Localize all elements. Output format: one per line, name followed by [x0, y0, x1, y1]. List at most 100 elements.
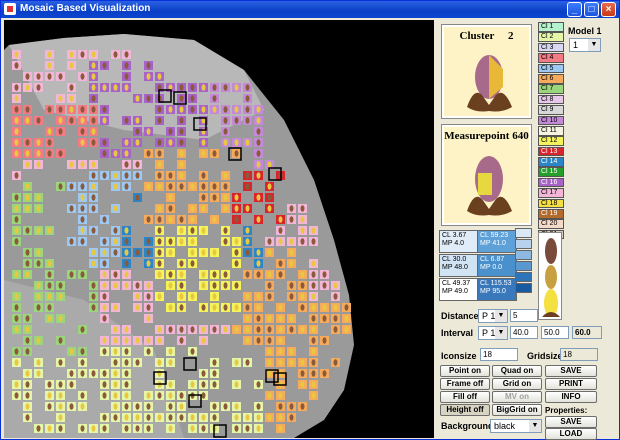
distance-input[interactable]: 5 [510, 309, 538, 322]
cluster-legend-item[interactable]: Cl 2 [538, 32, 564, 42]
cluster-legend-item[interactable]: Cl 15 [538, 167, 564, 178]
cluster-legend-item[interactable]: Cl 6 [538, 73, 564, 84]
highlight-frame[interactable] [213, 424, 227, 438]
corn-glyph [14, 150, 19, 157]
cluster-legend-item[interactable]: Cl 12 [538, 136, 564, 146]
minimize-button[interactable]: _ [567, 2, 582, 17]
cluster-legend-item[interactable]: Cl 4 [538, 53, 564, 63]
maximize-button[interactable]: □ [584, 2, 599, 17]
corn-glyph [256, 128, 261, 135]
stat-cl-value: CL 59.23 [480, 232, 509, 239]
biggrid-toggle-button[interactable]: BigGrid on [492, 404, 542, 416]
corn-glyph [344, 315, 349, 322]
corn-glyph [179, 183, 184, 190]
corn-glyph [25, 227, 30, 234]
interval-from-input[interactable]: 40.0 [510, 326, 538, 339]
cluster-legend-item[interactable]: Cl 3 [538, 42, 564, 53]
color-scale-swatch [515, 250, 532, 260]
print-button[interactable]: PRINT [545, 378, 597, 390]
model-select[interactable]: 1 ▼ [569, 38, 601, 52]
corn-glyph [69, 205, 74, 212]
frame-toggle-button[interactable]: Frame off [440, 378, 490, 390]
corn-glyph [157, 117, 162, 124]
mosaic-map[interactable] [4, 20, 434, 438]
cluster-legend-item[interactable]: Cl 13 [538, 146, 564, 157]
mv-toggle-button[interactable]: MV on [492, 391, 542, 403]
interval-to-input[interactable]: 50.0 [541, 326, 569, 339]
fill-toggle-button[interactable]: Fill off [440, 391, 490, 403]
corn-glyph [14, 227, 19, 234]
cluster-legend-item[interactable]: Cl 17 [538, 188, 564, 198]
cluster-legend-item[interactable]: Cl 5 [538, 63, 564, 74]
info-button[interactable]: INFO [545, 391, 597, 403]
cluster-legend-item[interactable]: Cl 16 [538, 177, 564, 188]
cluster-legend-item[interactable]: Cl 10 [538, 115, 564, 126]
highlight-frame[interactable] [193, 117, 207, 131]
corn-glyph [124, 359, 129, 366]
cluster-legend-item[interactable]: Cl 20 [538, 219, 564, 230]
corn-glyph [256, 337, 261, 344]
corn-glyph [311, 282, 316, 289]
corn-glyph [58, 315, 63, 322]
corn-glyph [278, 260, 283, 267]
highlight-frame[interactable] [268, 167, 282, 181]
corn-glyph [179, 128, 184, 135]
quad-toggle-button[interactable]: Quad on [492, 365, 542, 377]
corn-glyph [25, 106, 30, 113]
cluster-legend-item[interactable]: Cl 7 [538, 84, 564, 94]
highlight-frame[interactable] [183, 357, 197, 371]
distance-select[interactable]: P 1 ▼ [478, 309, 508, 323]
interval-select[interactable]: P 1 ▼ [478, 326, 508, 340]
cluster-legend-item[interactable]: Cl 9 [538, 105, 564, 115]
corn-glyph [113, 348, 118, 355]
grid-toggle-button[interactable]: Grid on [492, 378, 542, 390]
cluster-legend-item[interactable]: Cl 1 [538, 22, 564, 32]
height-toggle-button[interactable]: Height off [440, 404, 490, 416]
cluster-legend-item[interactable]: Cl 14 [538, 157, 564, 167]
close-button[interactable]: × [601, 2, 616, 17]
corn-glyph [168, 183, 173, 190]
properties-load-button[interactable]: LOAD [545, 428, 597, 440]
corn-glyph [135, 359, 140, 366]
save-button[interactable]: SAVE [545, 365, 597, 377]
corn-glyph [245, 205, 250, 212]
corn-glyph [278, 216, 283, 223]
highlight-frame[interactable] [153, 371, 167, 385]
corn-glyph [124, 73, 129, 80]
corn-glyph [102, 337, 107, 344]
corn-glyph [47, 128, 52, 135]
mosaic-canvas[interactable] [4, 20, 434, 438]
highlight-frame[interactable] [273, 372, 287, 386]
corn-glyph [333, 359, 338, 366]
corn-glyph [146, 282, 151, 289]
cluster-legend-item[interactable]: Cl 8 [538, 94, 564, 105]
corn-glyph [245, 183, 250, 190]
background-select[interactable]: black ▼ [490, 419, 542, 433]
corn-glyph [25, 194, 30, 201]
highlight-frame[interactable] [173, 91, 187, 105]
chevron-down-icon: ▼ [495, 327, 507, 339]
highlight-frame[interactable] [158, 89, 172, 103]
corn-glyph [201, 326, 206, 333]
corn-glyph [14, 128, 19, 135]
corn-glyph [223, 139, 228, 146]
point-toggle-button[interactable]: Point on [440, 365, 490, 377]
cluster-legend-item[interactable]: Cl 19 [538, 209, 564, 219]
corn-glyph [157, 205, 162, 212]
corn-glyph [146, 216, 151, 223]
highlight-frame[interactable] [228, 147, 242, 161]
highlight-frame[interactable] [265, 369, 279, 383]
properties-save-button[interactable]: SAVE [545, 416, 597, 428]
chevron-down-icon: ▼ [588, 39, 600, 51]
corn-glyph [289, 359, 294, 366]
corn-glyph [168, 403, 173, 410]
corn-glyph [344, 304, 349, 311]
iconsize-input[interactable]: 18 [480, 348, 518, 361]
stat-cell: CL 49.37 MP 49.0 [439, 278, 479, 301]
corn-glyph [80, 348, 85, 355]
cluster-legend-item[interactable]: Cl 11 [538, 125, 564, 136]
corn-glyph [80, 359, 85, 366]
cluster-legend-item[interactable]: Cl 18 [538, 198, 564, 209]
highlight-frame[interactable] [188, 394, 202, 408]
corn-glyph [256, 381, 261, 388]
